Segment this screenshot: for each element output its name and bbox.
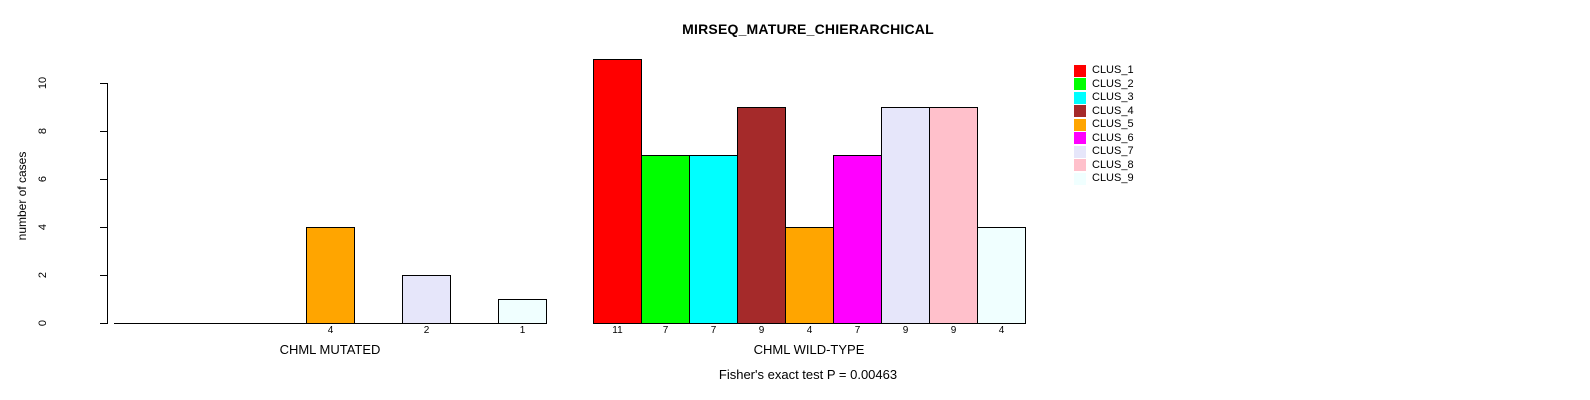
bar-clus_5-chml-mutated xyxy=(306,227,355,324)
bar-value-label: 4 xyxy=(327,325,334,336)
y-tick-label: 6 xyxy=(37,175,49,183)
legend-swatch-clus_1 xyxy=(1074,64,1086,77)
bar-clus_5-chml-wild-type xyxy=(785,227,834,324)
legend-label-clus_9: CLUS_9 xyxy=(1092,172,1134,184)
bar-clus_3-chml-wild-type xyxy=(689,155,738,324)
bar-clus_9-chml-wild-type xyxy=(977,227,1026,324)
y-tick-mark xyxy=(100,179,107,180)
legend-label-clus_1: CLUS_1 xyxy=(1092,64,1134,76)
bar-value-label: 9 xyxy=(950,325,957,336)
y-tick-mark xyxy=(100,131,107,132)
bar-value-label: 7 xyxy=(710,325,717,336)
bar-clus_7-chml-wild-type xyxy=(881,107,930,324)
y-tick-label: 0 xyxy=(37,319,49,327)
legend-label-clus_6: CLUS_6 xyxy=(1092,131,1134,144)
bar-clus_1-chml-wild-type xyxy=(593,59,642,324)
legend-swatch-clus_3 xyxy=(1074,91,1086,104)
bar-value-label: 4 xyxy=(806,325,813,336)
bar-clus_2-chml-wild-type xyxy=(641,155,690,324)
bar-clus_8-chml-wild-type xyxy=(929,107,978,324)
legend-label-clus_2: CLUS_2 xyxy=(1092,77,1134,90)
legend-swatch-clus_6 xyxy=(1074,132,1086,144)
bar-value-label: 2 xyxy=(423,325,430,336)
y-tick-label: 2 xyxy=(37,271,49,279)
fisher-exact-test-annotation: Fisher's exact test P = 0.00463 xyxy=(718,367,898,382)
bar-value-label: 9 xyxy=(758,325,765,336)
legend-swatch-clus_8 xyxy=(1074,159,1086,171)
y-tick-label: 4 xyxy=(37,223,49,231)
y-tick-mark xyxy=(100,323,107,324)
legend-swatch-clus_2 xyxy=(1074,78,1086,90)
y-tick-label: 8 xyxy=(37,127,49,135)
y-axis-title: number of cases xyxy=(15,151,29,241)
chart-title: MIRSEQ_MATURE_CHIERARCHICAL xyxy=(682,21,934,37)
bar-value-label: 9 xyxy=(902,325,909,336)
legend-swatch-clus_9 xyxy=(1074,172,1086,185)
legend-label-clus_5: CLUS_5 xyxy=(1092,118,1134,130)
y-tick-mark xyxy=(100,227,107,228)
y-tick-label: 10 xyxy=(37,76,49,90)
y-axis-line xyxy=(107,83,108,324)
bar-clus_7-chml-mutated xyxy=(402,275,451,324)
legend-label-clus_3: CLUS_3 xyxy=(1092,91,1134,103)
bar-value-label: 4 xyxy=(998,325,1005,336)
bar-value-label: 7 xyxy=(662,325,669,336)
y-tick-mark xyxy=(100,83,107,84)
legend-label-clus_8: CLUS_8 xyxy=(1092,158,1134,171)
group-label-chml-wild-type: CHML WILD-TYPE xyxy=(753,342,865,357)
legend-swatch-clus_5 xyxy=(1074,118,1086,131)
y-tick-mark xyxy=(100,275,107,276)
group-label-chml-mutated: CHML MUTATED xyxy=(279,342,381,357)
legend-swatch-clus_4 xyxy=(1074,105,1086,117)
bar-value-label: 1 xyxy=(519,325,526,336)
legend-swatch-clus_7 xyxy=(1074,145,1086,158)
bar-value-label: 11 xyxy=(612,325,623,336)
bar-value-label: 7 xyxy=(854,325,861,336)
bar-clus_9-chml-mutated xyxy=(498,299,547,324)
bar-clus_4-chml-wild-type xyxy=(737,107,786,324)
legend-label-clus_4: CLUS_4 xyxy=(1092,104,1134,117)
bar-clus_6-chml-wild-type xyxy=(833,155,882,324)
legend-label-clus_7: CLUS_7 xyxy=(1092,145,1134,157)
